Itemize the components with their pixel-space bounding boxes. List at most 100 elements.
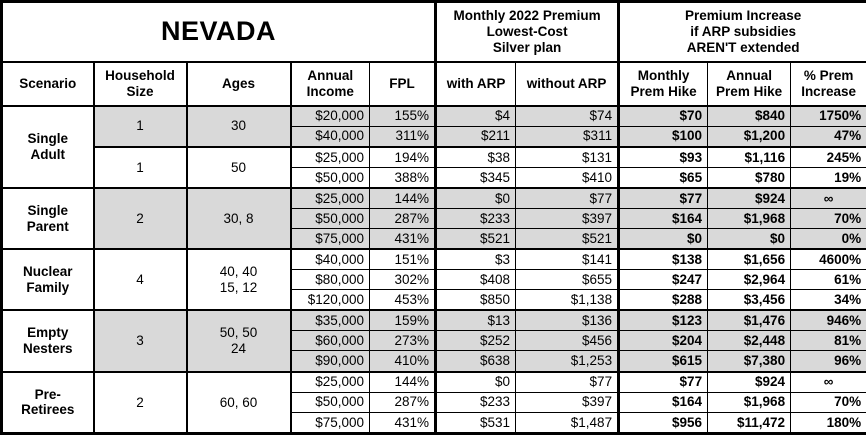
annual-hike-cell: $2,964 (707, 269, 792, 291)
fpl-cell: 410% (368, 350, 438, 373)
table-row: $60,000 273% $252 $456 $204 $2,448 81% (2, 330, 866, 352)
with-arp-cell: $252 (435, 330, 517, 352)
annual-hike-cell: $1,200 (707, 125, 792, 148)
table-row: Nuclear Family 4 40, 40 15, 12 $40,000 151% $… (1, 248, 866, 311)
fpl-cell: 159% (368, 309, 438, 332)
household-size-cell: 2 (93, 370, 188, 434)
annual-income-cell: $50,000 (290, 166, 370, 189)
annual-income-cell: $50,000 (290, 391, 370, 413)
table-body: Single Adult 1 30 $20,000 155% $4 $74 $70 $840 17… (1, 104, 866, 435)
annual-income-cell: $25,000 (290, 186, 370, 210)
monthly-hike-cell: $138 (618, 248, 709, 271)
with-arp-cell: $408 (435, 269, 517, 291)
scenario-cell: Single Parent (1, 186, 95, 250)
monthly-hike-cell: $164 (618, 391, 709, 413)
monthly-hike-cell: $77 (618, 186, 709, 210)
annual-income-cell: $50,000 (290, 208, 370, 230)
without-arp-cell: $521 (515, 228, 621, 250)
scenario-cell: Empty Nesters (1, 309, 95, 373)
annual-hike-cell: $1,116 (707, 145, 792, 168)
fpl-cell: 151% (368, 248, 438, 271)
annual-hike-cell: $11,472 (707, 411, 792, 435)
annual-income-cell: $90,000 (290, 350, 370, 373)
with-arp-cell: $4 (435, 104, 517, 127)
table-row: Single Parent 2 30, 8 $25,000 144% $0 $77 $77 $9… (1, 186, 866, 250)
premium-2022-header: Monthly 2022 Premium Lowest-Cost Silver … (435, 1, 621, 63)
without-arp-cell: $74 (515, 104, 621, 127)
without-arp-cell: $131 (515, 145, 621, 168)
without-arp-cell: $1,487 (515, 411, 621, 435)
household-size-cell: 1 (93, 104, 188, 148)
monthly-hike-cell: $93 (618, 145, 709, 168)
pct-increase-cell: 946% (790, 309, 866, 332)
fpl-cell: 302% (368, 269, 438, 291)
annual-hike-cell: $840 (707, 104, 792, 127)
with-arp-cell: $233 (435, 391, 517, 413)
fpl-cell: 431% (368, 411, 438, 435)
annual-hike-cell: $1,968 (707, 208, 792, 230)
table-row: $75,000 431% $531 $1,487 $956 $11,472 180% (2, 411, 866, 435)
table-row: $75,000 431% $521 $521 $0 $0 0% (2, 228, 866, 250)
without-arp-cell: $410 (515, 166, 621, 189)
annual-hike-cell: $3,456 (707, 289, 792, 311)
without-arp-cell: $655 (515, 269, 621, 291)
pct-increase-cell: 180% (790, 411, 866, 435)
monthly-hike-cell: $123 (618, 309, 709, 332)
col-header-pct-prem-increase: % Prem Increase (790, 61, 866, 107)
fpl-cell: 287% (368, 391, 438, 413)
annual-income-cell: $75,000 (290, 228, 370, 250)
col-header-ages: Ages (186, 61, 292, 107)
with-arp-cell: $850 (435, 289, 517, 311)
annual-hike-cell: $924 (707, 186, 792, 210)
annual-income-cell: $120,000 (290, 289, 370, 311)
without-arp-cell: $77 (515, 370, 621, 393)
scenario-cell: Single Adult (1, 104, 95, 189)
pct-increase-cell: 47% (790, 125, 866, 148)
pct-increase-cell: 1750% (790, 104, 866, 127)
scenario-cell: Pre- Retirees (1, 370, 95, 434)
pct-increase-cell: 0% (790, 228, 866, 250)
table-row: $50,000 287% $233 $397 $164 $1,968 70% (2, 208, 866, 230)
monthly-hike-cell: $100 (618, 125, 709, 148)
without-arp-cell: $397 (515, 208, 621, 230)
annual-income-cell: $40,000 (290, 248, 370, 271)
fpl-cell: 311% (368, 125, 438, 148)
annual-income-cell: $40,000 (290, 125, 370, 148)
annual-income-cell: $60,000 (290, 330, 370, 352)
fpl-cell: 273% (368, 330, 438, 352)
without-arp-cell: $397 (515, 391, 621, 413)
annual-hike-cell: $7,380 (707, 350, 792, 373)
with-arp-cell: $345 (435, 166, 517, 189)
pct-increase-cell: 34% (790, 289, 866, 311)
col-header-annual-income: Annual Income (290, 61, 370, 107)
annual-income-cell: $80,000 (290, 269, 370, 291)
annual-hike-cell: $780 (707, 166, 792, 189)
ages-cell: 50, 50 24 (186, 309, 292, 373)
without-arp-cell: $136 (515, 309, 621, 332)
ages-cell: 40, 40 15, 12 (186, 248, 292, 311)
with-arp-cell: $0 (435, 370, 517, 393)
col-header-monthly-prem-hike: Monthly Prem Hike (618, 61, 709, 107)
annual-hike-cell: $1,968 (707, 391, 792, 413)
premium-increase-header: Premium Increase if ARP subsidies AREN'T… (618, 1, 866, 63)
monthly-hike-cell: $65 (618, 166, 709, 189)
pct-increase-cell: 4600% (790, 248, 866, 271)
with-arp-cell: $3 (435, 248, 517, 271)
annual-hike-cell: $1,476 (707, 309, 792, 332)
pct-increase-cell: 70% (790, 391, 866, 413)
pct-increase-cell: 245% (790, 145, 866, 168)
col-header-annual-prem-hike: Annual Prem Hike (707, 61, 792, 107)
scenario-cell: Nuclear Family (1, 248, 95, 311)
annual-income-cell: $25,000 (290, 145, 370, 168)
without-arp-cell: $141 (515, 248, 621, 271)
pct-increase-cell: 19% (790, 166, 866, 189)
with-arp-cell: $211 (435, 125, 517, 148)
table-row: $50,000 388% $345 $410 $65 $780 19% (2, 166, 866, 189)
without-arp-cell: $1,138 (515, 289, 621, 311)
monthly-hike-cell: $247 (618, 269, 709, 291)
monthly-hike-cell: $70 (618, 104, 709, 127)
without-arp-cell: $311 (515, 125, 621, 148)
fpl-cell: 155% (368, 104, 438, 127)
annual-income-cell: $75,000 (290, 411, 370, 435)
